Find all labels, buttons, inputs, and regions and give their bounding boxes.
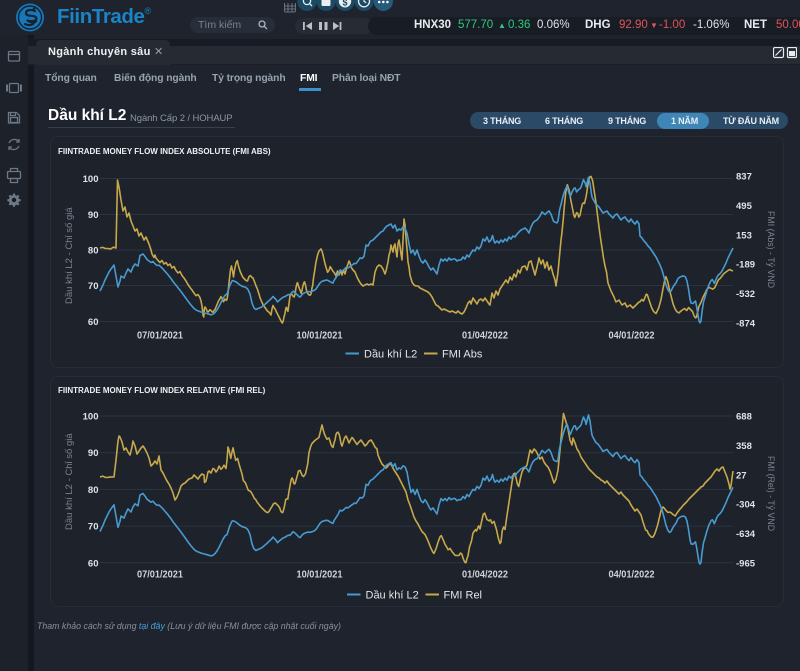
svg-text:$: $ [342, 0, 347, 7]
